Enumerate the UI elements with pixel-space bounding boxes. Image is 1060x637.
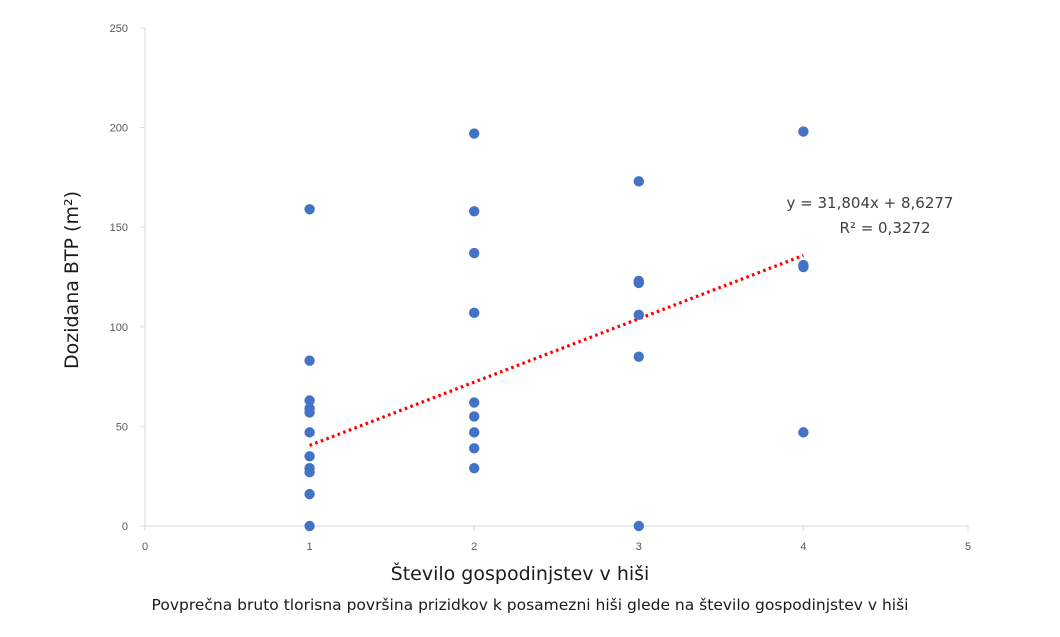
data-point [798,427,809,438]
data-point [304,488,315,500]
data-point [469,427,480,438]
data-point [304,520,315,532]
y-axis-ticks: 0 50 100 150 200 250 [110,23,145,533]
figure-caption: Povprečna bruto tlorisna površina prizid… [151,596,909,614]
x-tick-label: 1 [307,541,313,553]
x-tick-label: 2 [471,541,477,553]
y-tick-label: 150 [110,222,128,234]
data-point [798,261,809,273]
data-point [304,451,315,462]
y-tick-label: 100 [110,322,128,334]
trendline [309,253,804,447]
data-points [304,126,809,532]
y-tick-label: 250 [110,23,128,35]
data-point [469,463,480,474]
x-tick-label: 3 [636,541,642,553]
data-point [304,407,315,418]
y-tick-label: 200 [110,123,128,135]
y-tick-label: 50 [116,421,128,433]
trendline-r-squared: R² = 0,3272 [839,219,930,237]
axes [144,28,968,527]
x-tick-label: 4 [800,541,806,553]
data-point [633,277,644,289]
data-point [304,467,315,478]
data-point [469,247,480,259]
data-point [469,307,480,319]
data-point [633,309,644,321]
x-tick-label: 5 [965,541,971,553]
data-point [304,204,315,215]
data-point [469,411,480,422]
x-tick-label: 0 [142,541,148,553]
y-tick-label: 0 [122,521,128,533]
data-point [633,520,644,532]
data-point [798,126,809,137]
trendline-equation: y = 31,804x + 8,6277 [787,194,954,212]
data-point [304,427,315,438]
data-point [633,351,644,362]
data-point [633,176,644,187]
data-point [469,128,480,139]
x-axis-ticks: 0 1 2 3 4 5 [142,526,971,553]
trendline-group [309,253,804,447]
data-point [469,206,480,217]
data-point [304,395,315,406]
x-axis-title: Število gospodinjstev v hiši [391,561,650,585]
data-point [304,355,315,366]
data-point [469,397,480,408]
data-point [469,443,480,454]
y-axis-title: Dozidana BTP (m²) [61,191,83,369]
